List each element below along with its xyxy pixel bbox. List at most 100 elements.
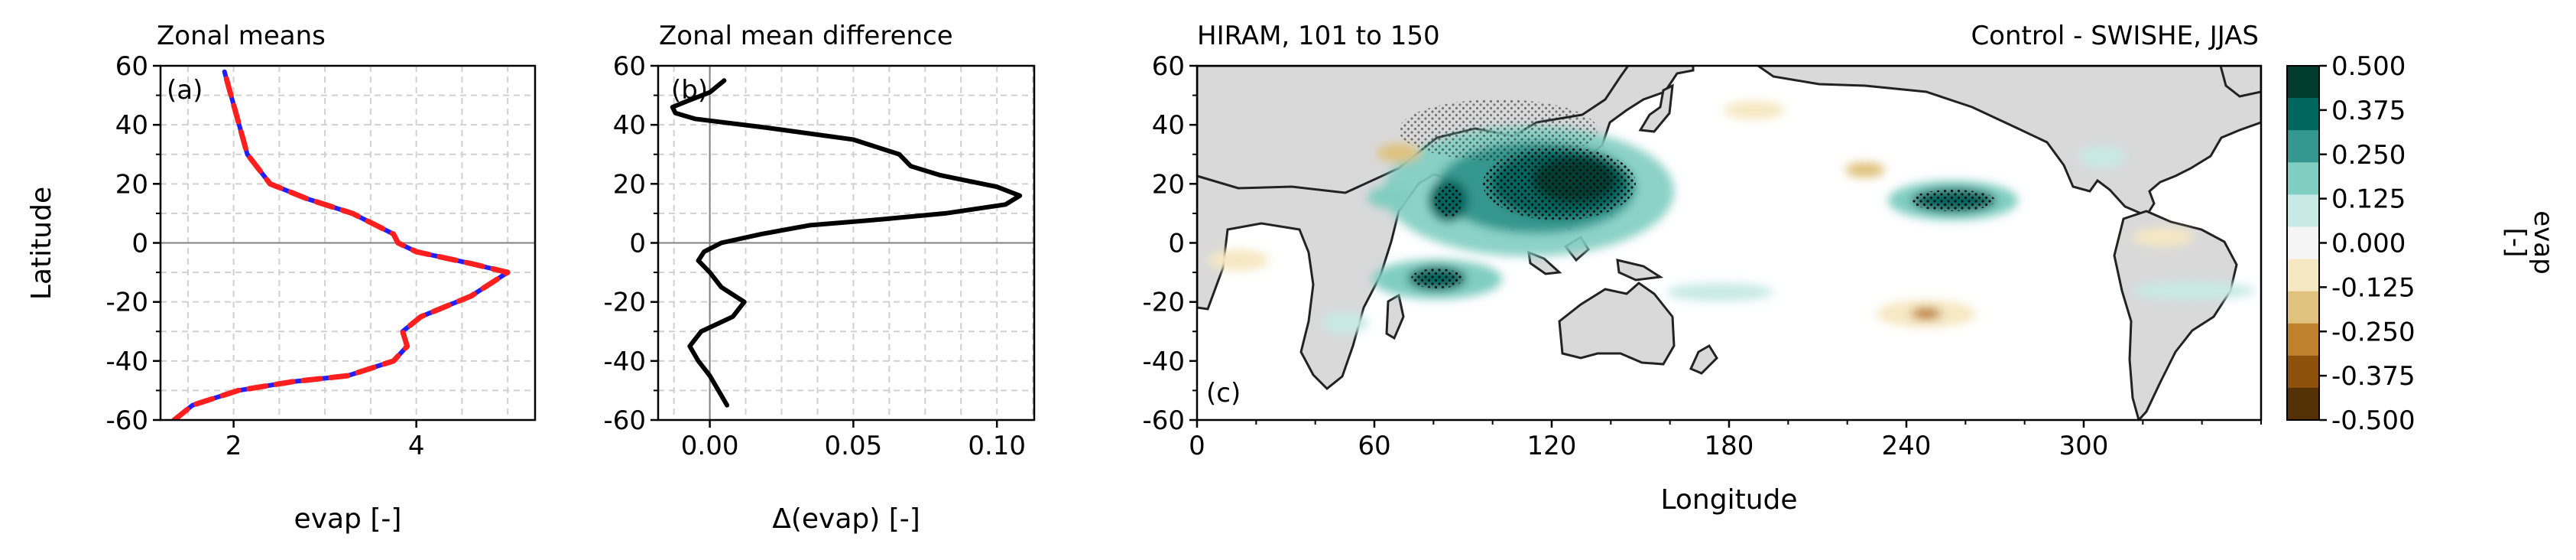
colorbar-swatch <box>2287 387 2319 421</box>
anomaly-spac-brown-core <box>1911 308 1942 320</box>
colorbar-tick-label: 0.250 <box>2331 140 2406 171</box>
panel-c-xlabel: Longitude <box>1660 484 1797 516</box>
colorbar-tick-label: -0.125 <box>2331 272 2415 303</box>
panel-c-label: (c) <box>1206 378 1241 409</box>
colorbar-label-name: evap <box>2528 210 2558 274</box>
panel-a-ytick-label: -20 <box>105 288 148 318</box>
panel-a-series <box>171 69 511 420</box>
panel-c-ytick-label: -20 <box>1142 288 1185 318</box>
anomaly-ind-brown <box>1377 144 1420 162</box>
madagascar <box>1385 293 1405 340</box>
panel-a-ytick-label: 60 <box>115 51 148 82</box>
stippling-epac <box>1911 190 1995 211</box>
colorbar-swatch <box>2287 226 2319 260</box>
panel-c-xtick-label: 120 <box>1527 431 1577 461</box>
panel-b-ytick-label: -20 <box>603 288 646 318</box>
stippling-wpac <box>1483 147 1636 220</box>
panel-b-ytick-label: -40 <box>603 347 646 377</box>
greenland <box>2219 66 2261 98</box>
colorbar-swatch <box>2287 162 2319 195</box>
stippling-asia <box>1399 99 1598 161</box>
panel-c-ticks: -60 -40 -20 0 20 40 60 0 60 120 180 240 300 <box>1142 51 2262 461</box>
north-america <box>1756 66 2261 217</box>
panel-c-xtick-label: 60 <box>1358 431 1390 461</box>
panel-a-xtick-label: 4 <box>408 431 425 461</box>
panel-c-ytick-label: 0 <box>1168 229 1185 259</box>
panel-b-xtick-label: 0.00 <box>681 431 739 461</box>
colorbar-tick-label: 0.000 <box>2331 229 2406 259</box>
anomaly-spac-teal <box>1666 283 1773 301</box>
colorbar-swatch <box>2287 259 2319 292</box>
panel-b-ticks: -60 -40 -20 0 20 40 60 0.00 0.05 0.10 <box>603 51 1026 461</box>
colorbar-tick-label: 0.375 <box>2331 96 2406 126</box>
panel-b-xtick-label: 0.10 <box>968 431 1026 461</box>
panel-a-title: Zonal means <box>157 21 326 51</box>
colorbar-swatches <box>2287 66 2319 421</box>
panel-c-xtick-label: 300 <box>2059 431 2109 461</box>
colorbar-swatch <box>2287 291 2319 324</box>
panel-c-ytick-label: 60 <box>1152 51 1185 82</box>
japan <box>1638 83 1674 133</box>
panel-c-xtick-label: 0 <box>1189 431 1205 461</box>
panel-a-ticks: -60 -40 -20 0 20 40 60 2 4 <box>105 51 424 461</box>
indonesia-1 <box>1527 250 1562 275</box>
panel-a-ytick-label: 20 <box>115 169 148 200</box>
new-zealand <box>1689 343 1718 375</box>
panel-b-ytick-label: 60 <box>613 51 646 82</box>
panel-b-title: Zonal mean difference <box>659 21 953 51</box>
colorbar-tick-label: 0.125 <box>2331 184 2406 215</box>
panel-c-ytick-label: -40 <box>1142 347 1185 377</box>
anomaly-sio-teal2 <box>1322 312 1368 334</box>
new-guinea <box>1616 259 1664 282</box>
anomaly-fields <box>1208 99 2255 334</box>
panel-c-xtick-label: 240 <box>1882 431 1932 461</box>
panel-b-ytick-label: 40 <box>613 110 646 141</box>
stippling-bob <box>1435 184 1462 217</box>
panel-a-ytick-label: -40 <box>105 347 148 377</box>
colorbar-tick-label: -0.375 <box>2331 361 2415 392</box>
colorbar-label-unit: [-] <box>2500 228 2531 258</box>
anomaly-satl-teal <box>2133 282 2255 300</box>
panel-a-xtick-label: 2 <box>225 431 242 461</box>
panel-a-xlabel: evap [-] <box>294 503 402 535</box>
australia <box>1558 282 1676 366</box>
colorbar-label: evap [-] <box>2500 210 2558 274</box>
panel-c-ytick-label: 20 <box>1152 169 1185 200</box>
colorbar-swatch <box>2287 66 2319 99</box>
panel-a-ylabel: Latitude <box>26 187 57 300</box>
anomaly-npac-beige <box>1724 101 1785 119</box>
panel-b-series <box>670 78 1023 408</box>
colorbar-swatch <box>2287 323 2319 357</box>
panel-b-zonal-mean-difference: -60 -40 -20 0 20 40 60 0.00 0.05 0.10 Zonal mean … <box>603 21 1036 535</box>
panel-a-label: (a) <box>167 75 203 106</box>
colorbar: 0.500 0.375 0.250 0.125 0.000 -0.125 -0.250 -0.… <box>2286 51 2558 436</box>
panel-b-series-line-0 <box>670 78 1023 408</box>
panel-a-zonal-means: -60 -40 -20 0 20 40 60 2 4 Zonal means (a) evap … <box>26 21 537 535</box>
colorbar-ticks: 0.500 0.375 0.250 0.125 0.000 -0.125 -0.250 -0.… <box>2319 51 2415 436</box>
panel-c-title-left: HIRAM, 101 to 150 <box>1197 21 1440 51</box>
panel-b-ytick-label: 0 <box>629 229 646 259</box>
panel-a-series-line-0 <box>171 69 511 420</box>
panel-b-ytick-label: -60 <box>603 405 646 436</box>
colorbar-swatch <box>2287 355 2319 389</box>
panel-a-ytick-label: -60 <box>105 405 148 436</box>
panel-b-ytick-label: 20 <box>613 169 646 200</box>
panel-b-xlabel: Δ(evap) [-] <box>772 503 920 535</box>
panel-a-ytick-label: 0 <box>131 229 148 259</box>
colorbar-tick-label: -0.500 <box>2331 405 2415 436</box>
panel-c-ytick-label: 40 <box>1152 110 1185 141</box>
colorbar-swatch <box>2287 194 2319 227</box>
panel-b-xtick-label: 0.05 <box>825 431 883 461</box>
anomaly-arabian <box>1367 187 1407 208</box>
panel-c-xtick-label: 180 <box>1705 431 1754 461</box>
south-america <box>2113 210 2238 420</box>
colorbar-tick-label: 0.500 <box>2331 51 2406 82</box>
anomaly-atl-beige <box>2133 228 2194 246</box>
stippling-sio <box>1411 269 1463 288</box>
panel-c-map: -60 -40 -20 0 20 40 60 0 60 120 180 240 300 HIRAM, 1… <box>1142 21 2263 516</box>
colorbar-swatch <box>2287 130 2319 163</box>
anomaly-gulf-brown <box>1845 162 1885 177</box>
panel-a-series-line-1 <box>171 69 511 420</box>
panel-c-title-right: Control - SWISHE, JJAS <box>1971 21 2259 51</box>
